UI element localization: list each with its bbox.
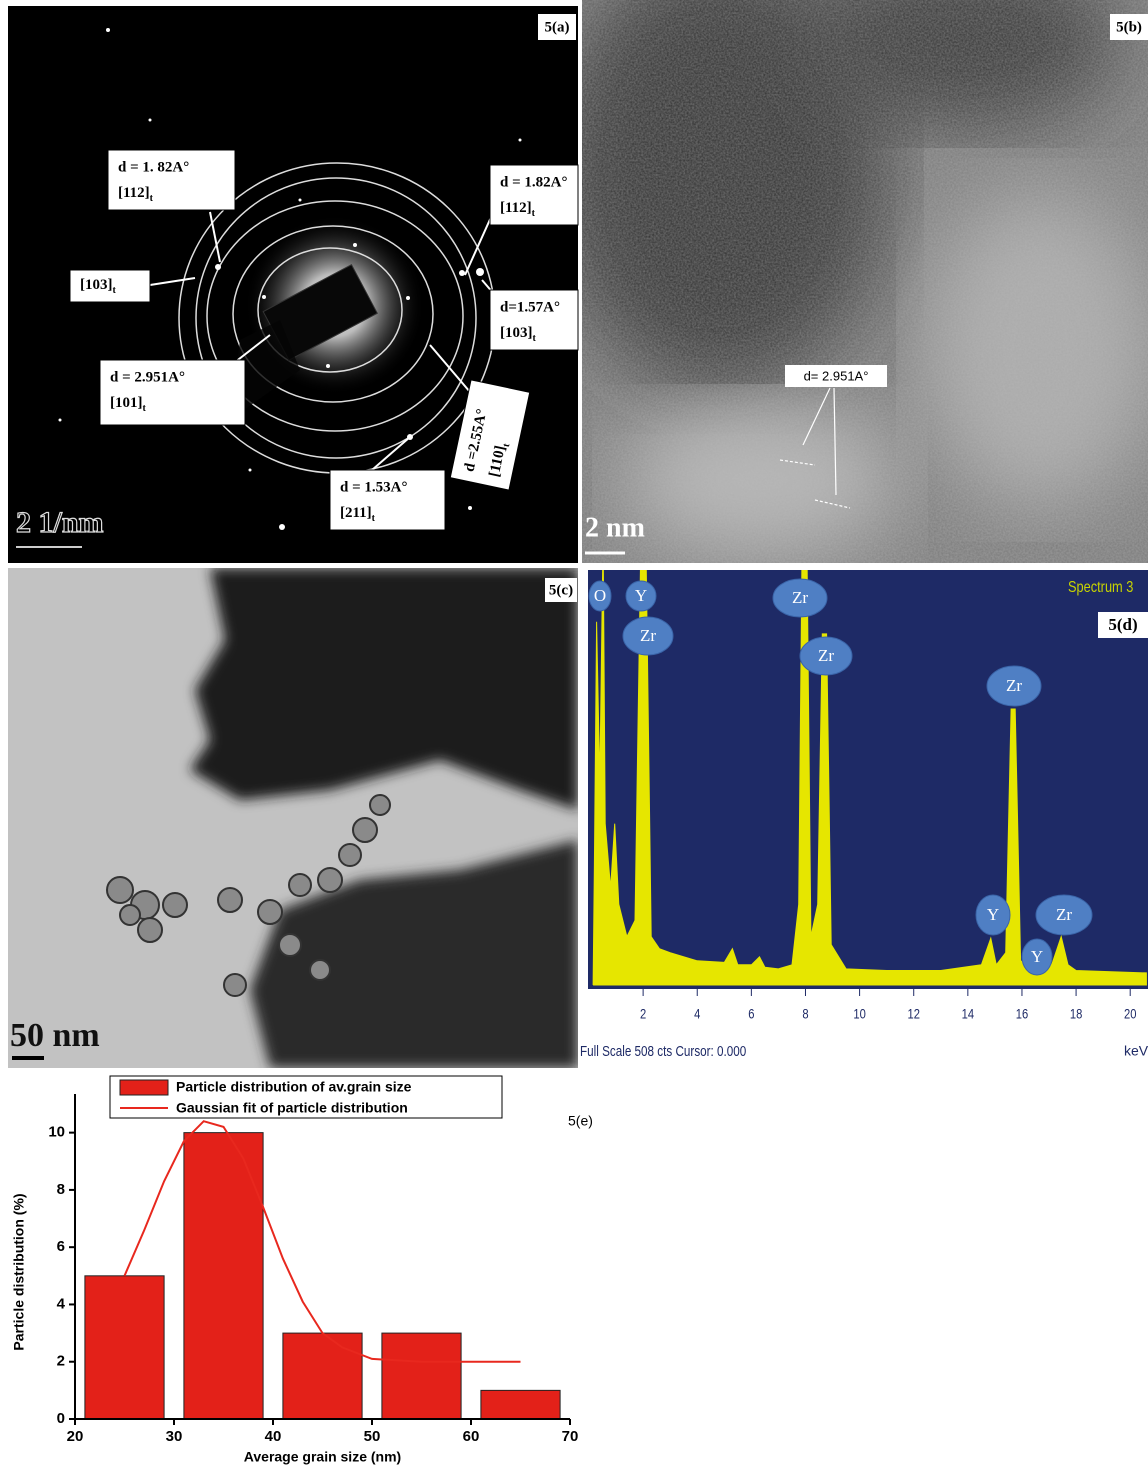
peak-label: Zr [640,626,656,645]
plane: [112] [118,185,150,201]
panel-c [8,568,578,1068]
x-tick-label: 20 [67,1428,84,1445]
d-spacing: d = 1.82A° [500,174,567,190]
x-tick-label: 10 [853,1007,865,1022]
d-spacing: d = 1.53A° [340,479,407,495]
peak-label: Y [635,586,647,605]
legend-swatch [120,1080,168,1095]
peak-label: Y [1031,947,1043,966]
plane: [101] [110,395,143,411]
peak-label: Zr [1006,676,1022,695]
panel-label: 5(a) [545,19,570,35]
d-spacing: d = 1. 82A° [118,159,189,175]
scale-label: 2 1/nm [16,506,104,539]
x-tick-label: 6 [748,1007,754,1022]
scale-label: 2 nm [585,512,645,543]
annotation: d = 1. 82A°[112]t [108,150,235,210]
d-spacing: d = 2.951A° [110,369,185,385]
y-tick-label: 2 [57,1353,65,1370]
annotation: [103]t [70,270,150,302]
x-tick-label: 16 [1016,1007,1028,1022]
x-tick-label: 4 [694,1007,700,1022]
x-tick-label: 14 [962,1007,974,1022]
peak-label: O [594,586,606,605]
peak-label: Zr [1056,905,1072,924]
peak-label: Y [987,905,999,924]
annotation: d=1.57A°[103]t [490,290,578,350]
plane: [211] [340,505,372,521]
footer: Full Scale 508 cts Cursor: 0.000 [580,1043,746,1060]
x-tick-label: 2 [640,1007,646,1022]
figure: 5(a)2 1/nmd = 1. 82A°[112]td = 1.82A°[11… [0,0,1148,1469]
x-tick-label: 50 [364,1428,381,1445]
bar [481,1390,560,1419]
bar [85,1276,164,1419]
panel-b [550,0,1148,563]
panel-label: 5(b) [1116,19,1142,35]
legend-label: Particle distribution of av.grain size [176,1079,412,1095]
x-tick-label: 18 [1070,1007,1082,1022]
x-tick-label: 60 [463,1428,480,1445]
x-unit: keV [1124,1043,1148,1059]
y-tick-label: 8 [57,1181,65,1198]
x-tick-label: 30 [166,1428,183,1445]
annotation: d = 1.82A°[112]t [490,165,578,225]
legend-label: Gaussian fit of particle distribution [176,1100,408,1116]
peak-label: Zr [792,588,808,607]
y-tick-label: 0 [57,1410,65,1427]
bar [283,1333,362,1419]
d-spacing: d=1.57A° [500,299,560,315]
x-tick-label: 8 [802,1007,808,1022]
x-axis-title: Average grain size (nm) [244,1449,401,1465]
bar [382,1333,461,1419]
panel-label: 5(e) [568,1113,593,1129]
x-tick-label: 12 [908,1007,920,1022]
y-tick-label: 6 [57,1238,65,1255]
plane: [112] [500,200,532,216]
y-axis-title: Particle distribution (%) [11,1193,27,1350]
panel-label: 5(c) [549,582,573,598]
x-tick-label: 40 [265,1428,282,1445]
plane: [103] [500,325,533,341]
y-tick-label: 4 [57,1295,66,1312]
annotation: d = 1.53A°[211]t [330,470,445,530]
scale-label: 50 nm [10,1017,100,1054]
panel-label: 5(d) [1108,615,1137,634]
spectrum-title: Spectrum 3 [1068,579,1133,597]
annotation: d = 2.951A°[101]t [100,360,245,425]
x-tick-label: 20 [1124,1007,1136,1022]
plane: [103] [80,277,113,293]
y-tick-label: 10 [48,1124,65,1141]
annotation: d= 2.951A° [804,368,869,383]
x-tick-label: 70 [562,1428,579,1445]
peak-label: Zr [818,646,834,665]
